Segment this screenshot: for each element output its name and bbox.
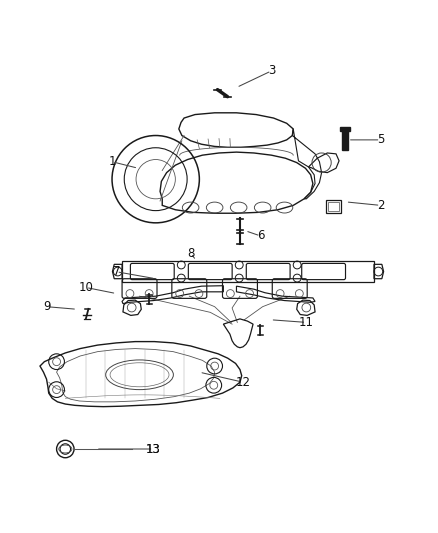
Bar [328, 202, 339, 211]
Bar [122, 261, 374, 282]
Text: 11: 11 [299, 316, 314, 329]
Text: 6: 6 [257, 229, 264, 243]
Text: 7: 7 [113, 265, 120, 278]
Text: 10: 10 [78, 281, 93, 294]
Bar [342, 130, 348, 150]
Text: 1: 1 [108, 155, 116, 168]
Text: 5: 5 [377, 133, 384, 147]
Bar [325, 200, 341, 213]
Text: 2: 2 [377, 199, 384, 212]
Text: 13: 13 [146, 442, 161, 456]
Text: 8: 8 [187, 247, 194, 260]
Text: 12: 12 [236, 376, 251, 389]
Text: 9: 9 [43, 300, 50, 313]
Bar [339, 127, 350, 131]
Text: 13: 13 [146, 442, 161, 456]
Text: 3: 3 [268, 64, 275, 77]
